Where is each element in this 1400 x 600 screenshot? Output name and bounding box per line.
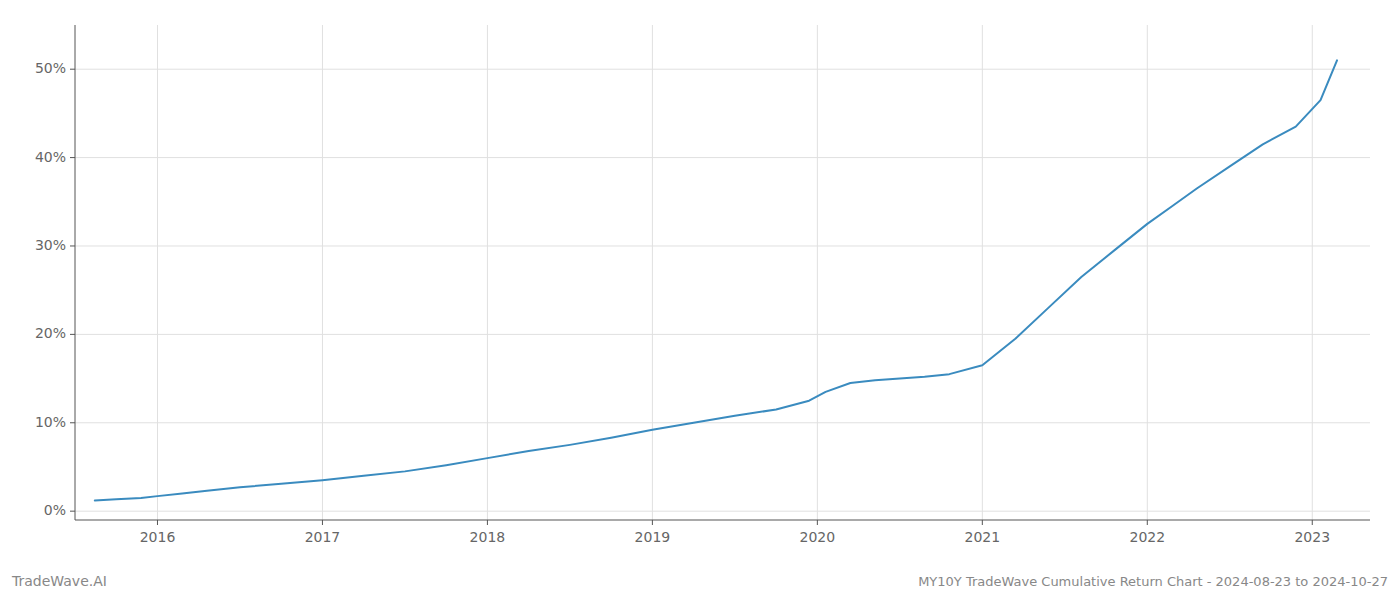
grid-line xyxy=(817,25,818,520)
grid-line xyxy=(1312,25,1313,520)
tick-label: 2023 xyxy=(1294,529,1330,545)
tick-label: 20% xyxy=(35,325,66,341)
tick xyxy=(70,157,75,158)
grid-line xyxy=(322,25,323,520)
title: MY10Y TradeWave Cumulative Return Chart … xyxy=(918,574,1388,589)
tick xyxy=(70,422,75,423)
tick-label: 2018 xyxy=(470,529,506,545)
tick xyxy=(982,520,983,525)
tick xyxy=(70,334,75,335)
grid-line xyxy=(487,25,488,520)
tick-label: 2022 xyxy=(1129,529,1165,545)
grid-line xyxy=(75,245,1370,246)
tick-label: 30% xyxy=(35,237,66,253)
tick xyxy=(1312,520,1313,525)
grid xyxy=(75,25,1370,520)
tick xyxy=(322,520,323,525)
tick xyxy=(70,69,75,70)
tick-label: 2016 xyxy=(140,529,176,545)
grid-line xyxy=(1147,25,1148,520)
tick-label: 50% xyxy=(35,60,66,76)
grid-line xyxy=(75,422,1370,423)
tick xyxy=(70,245,75,246)
grid-line xyxy=(75,157,1370,158)
tick-label: 2019 xyxy=(635,529,671,545)
plot-area xyxy=(95,60,1337,500)
line xyxy=(95,60,1337,500)
y-axis-line xyxy=(75,25,76,520)
tick xyxy=(652,520,653,525)
grid-line xyxy=(75,511,1370,512)
grid-line xyxy=(75,69,1370,70)
grid-line xyxy=(157,25,158,520)
tick-label: 2017 xyxy=(305,529,341,545)
tick-label: 2021 xyxy=(965,529,1001,545)
tick xyxy=(70,511,75,512)
tick xyxy=(1147,520,1148,525)
tick xyxy=(157,520,158,525)
chart: 0% 10% 20% 30% 40% 50% 2016 2017 2018 2019 2020 202… xyxy=(0,0,1400,600)
tick-label: 2020 xyxy=(800,529,836,545)
tick xyxy=(817,520,818,525)
tick-label: 0% xyxy=(44,502,66,518)
watermark: TradeWave.AI xyxy=(11,573,107,589)
tick-label: 40% xyxy=(35,149,66,165)
tick xyxy=(487,520,488,525)
texts: TradeWave.AI MY10Y TradeWave Cumulative R… xyxy=(11,573,1388,589)
grid-line xyxy=(982,25,983,520)
grid-line xyxy=(75,334,1370,335)
axes: 0% 10% 20% 30% 40% 50% 2016 2017 2018 2019 2020 202… xyxy=(35,25,1370,545)
x-axis-line xyxy=(75,520,1370,521)
tick-label: 10% xyxy=(35,414,66,430)
grid-line xyxy=(652,25,653,520)
